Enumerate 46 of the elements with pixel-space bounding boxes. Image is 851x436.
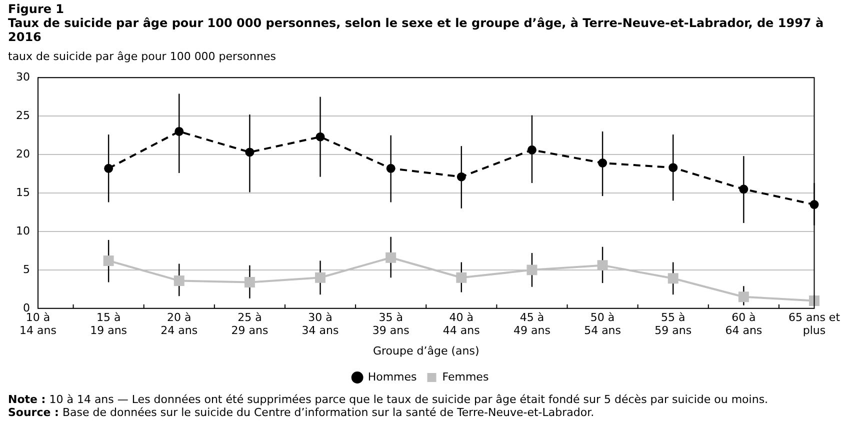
- x-tick-label: 25 à 29 ans: [231, 310, 268, 338]
- point: [598, 158, 608, 168]
- y-tick-label: 25: [16, 108, 30, 122]
- point: [738, 292, 749, 302]
- y-tick-label: 5: [22, 262, 30, 276]
- point: [597, 260, 608, 271]
- y-tick-label: 10: [16, 224, 30, 238]
- point: [103, 255, 114, 266]
- text: Note : 10 à 14 ans — Les données ont été supprimées parce que le taux de suicide par âge était fondé sur 5 décès par suicide ou moins.: [8, 393, 770, 406]
- point: [386, 164, 396, 173]
- x-tick-label: 60 à 64 ans: [725, 310, 762, 338]
- chart-subtitle: Taux de suicide par âge pour 100 000 personnes, selon le sexe et le groupe d’âge, à Terre-Neuve-et-Labrador, de 1997 à 2016: [8, 16, 825, 44]
- y-axis-title: taux de suicide par âge pour 100 000 personnes: [8, 50, 277, 63]
- legend-label: Femmes: [442, 370, 489, 384]
- x-tick-label: 65 ans et plus: [788, 310, 841, 338]
- point: [386, 252, 396, 263]
- x-tick-label: 55 à 59 ans: [654, 310, 692, 338]
- x-tick-label: 45 à 49 ans: [514, 310, 551, 338]
- point: [527, 145, 536, 154]
- point: [668, 273, 678, 284]
- x-tick-label: 20 à 24 ans: [160, 310, 198, 338]
- source-note: Source : Base de données sur le suicide du Centre d’information sur la santé de Terre-Neuve-et-Labrador.: [8, 406, 596, 419]
- y-tick-label: 30: [16, 70, 30, 84]
- x-axis-title: Groupe d’âge (ans): [372, 344, 480, 358]
- point: [245, 148, 254, 157]
- x-tick-label: 35 à 39 ans: [372, 310, 410, 338]
- x-tick-label: 15 à 19 ans: [90, 310, 128, 338]
- point: [809, 295, 820, 306]
- point: [456, 172, 466, 182]
- y-tick-label: 15: [16, 186, 30, 199]
- point: [244, 277, 255, 288]
- point: [668, 163, 678, 172]
- x-tick-label: 40 à 44 ans: [442, 310, 480, 338]
- chart-title: Figure 1: [8, 2, 66, 16]
- point: [456, 272, 467, 283]
- x-tick-label: 50 à 54 ans: [584, 310, 622, 338]
- point: [316, 132, 325, 142]
- y-tick-label: 20: [16, 147, 30, 160]
- point: [104, 164, 114, 173]
- point: [174, 275, 184, 286]
- x-tick-label: 30 à 34 ans: [302, 310, 340, 338]
- point: [315, 272, 326, 283]
- point: [739, 184, 748, 194]
- point: [526, 264, 538, 276]
- legend-label: Hommes: [368, 370, 418, 384]
- point: [174, 126, 184, 136]
